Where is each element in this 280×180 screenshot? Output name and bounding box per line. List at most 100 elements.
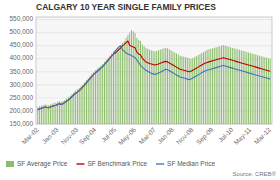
bar: [267, 58, 269, 124]
bar: [217, 47, 219, 124]
bar: [167, 48, 169, 124]
bar: [237, 49, 239, 124]
bar: [147, 49, 149, 124]
x-tick-label: Sep-09: [195, 126, 216, 147]
bar: [143, 46, 145, 124]
x-tick-label: Mar-12: [253, 126, 273, 146]
bar: [183, 57, 185, 124]
bar: [89, 76, 91, 124]
legend: SF Average Price SF Benchmark Price SF Med…: [6, 160, 216, 168]
bar: [212, 48, 214, 124]
bar: [226, 46, 228, 124]
bar: [235, 49, 237, 124]
bar: [266, 58, 268, 124]
annotation: Source: CREB®: [233, 171, 277, 177]
bar: [206, 50, 208, 124]
bar: [84, 82, 86, 124]
bar: [170, 50, 172, 124]
grid-line: [36, 45, 272, 46]
bar: [149, 50, 151, 124]
bar: [199, 54, 201, 124]
grid-line: [36, 19, 272, 20]
bar: [129, 33, 131, 124]
bar: [228, 47, 230, 124]
bar: [224, 46, 226, 124]
bar: [152, 51, 154, 124]
bar: [73, 92, 75, 124]
x-tick-label: Nov-08: [175, 126, 195, 146]
line: [38, 41, 270, 110]
bar: [94, 70, 96, 124]
bar: [219, 46, 221, 124]
bar: [213, 48, 215, 124]
bar: [242, 51, 244, 124]
bar: [154, 51, 156, 124]
bar: [260, 56, 262, 124]
bar: [69, 96, 71, 124]
bar: [251, 54, 253, 124]
bar: [127, 35, 129, 124]
bar: [264, 57, 266, 124]
bar: [98, 67, 100, 124]
bar: [60, 102, 62, 124]
bar: [85, 80, 87, 124]
bar: [125, 38, 127, 124]
legend-label: SF Average Price: [17, 160, 68, 168]
bar: [172, 51, 174, 124]
bar: [139, 41, 141, 124]
bar: [161, 49, 163, 124]
bar: [257, 55, 259, 124]
chart: CALGARY 10 YEAR SINGLE FAMILY PRICES150,…: [0, 0, 280, 180]
grid-line: [36, 84, 272, 85]
bar: [203, 52, 205, 124]
bar: [168, 49, 170, 124]
bar: [87, 78, 89, 124]
x-tick-label: May-06: [117, 126, 138, 147]
bar: [82, 84, 84, 124]
bar: [246, 52, 248, 124]
bar: [105, 60, 107, 124]
bar: [249, 53, 251, 124]
bar: [118, 47, 120, 124]
legend-label: SF Median Price: [167, 160, 215, 167]
bar: [145, 48, 147, 124]
bar: [80, 86, 82, 124]
legend-swatch: [76, 163, 84, 164]
y-tick-label: 450,000: [10, 41, 34, 48]
bar: [231, 48, 233, 124]
bar: [185, 57, 187, 124]
bar: [201, 53, 203, 124]
plot-frame: [36, 17, 272, 124]
grid-line: [36, 32, 272, 33]
bar: [150, 50, 152, 124]
bar: [221, 46, 223, 124]
bar: [159, 50, 161, 124]
bar: [111, 54, 113, 124]
bar: [156, 51, 158, 124]
plot-background: [36, 17, 272, 124]
bar: [78, 88, 80, 124]
x-tick-label: Jan-08: [156, 126, 175, 145]
grid-line: [36, 71, 272, 72]
x-tick-label: Sep-04: [78, 126, 99, 147]
bar: [165, 48, 167, 124]
bar: [188, 58, 190, 124]
bar: [107, 58, 109, 124]
bar: [71, 94, 73, 124]
bar: [253, 54, 255, 124]
bar: [210, 49, 212, 124]
bar: [215, 47, 217, 124]
bar: [176, 54, 178, 124]
bar: [116, 49, 118, 124]
bar: [194, 57, 196, 124]
legend-swatch: [156, 163, 164, 164]
bar: [93, 72, 95, 124]
bar: [181, 56, 183, 124]
plot-marks: [37, 30, 270, 124]
bar: [179, 56, 181, 124]
bar: [204, 51, 206, 124]
grid-line: [36, 110, 272, 111]
legend-label: SF Benchmark Price: [87, 160, 147, 167]
grid-line: [36, 58, 272, 59]
bar: [76, 90, 78, 124]
